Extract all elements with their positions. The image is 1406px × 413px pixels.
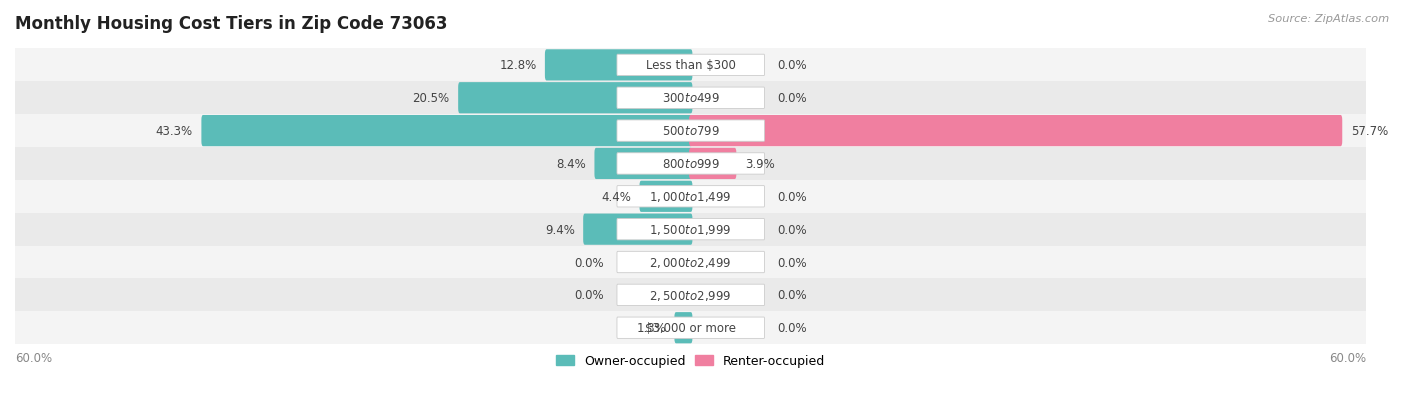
Text: $1,000 to $1,499: $1,000 to $1,499 [650, 190, 733, 204]
Text: 60.0%: 60.0% [1329, 351, 1367, 365]
Bar [15, 213, 1367, 246]
Text: 1.3%: 1.3% [636, 321, 666, 335]
FancyBboxPatch shape [689, 116, 1343, 147]
Text: $1,500 to $1,999: $1,500 to $1,999 [650, 223, 733, 237]
Text: 0.0%: 0.0% [778, 59, 807, 72]
Text: 60.0%: 60.0% [15, 351, 52, 365]
Bar [15, 115, 1367, 148]
FancyBboxPatch shape [617, 252, 765, 273]
FancyBboxPatch shape [617, 186, 765, 207]
Bar [15, 49, 1367, 82]
FancyBboxPatch shape [689, 149, 737, 180]
Text: 4.4%: 4.4% [602, 190, 631, 203]
Text: Less than $300: Less than $300 [645, 59, 735, 72]
Text: 0.0%: 0.0% [778, 190, 807, 203]
Text: 12.8%: 12.8% [499, 59, 537, 72]
Bar [15, 180, 1367, 213]
FancyBboxPatch shape [675, 312, 692, 344]
Text: 0.0%: 0.0% [778, 223, 807, 236]
FancyBboxPatch shape [617, 121, 765, 142]
Bar [15, 148, 1367, 180]
Text: 20.5%: 20.5% [412, 92, 450, 105]
Text: $500 to $799: $500 to $799 [662, 125, 720, 138]
FancyBboxPatch shape [640, 181, 692, 212]
Bar [15, 279, 1367, 311]
Text: 0.0%: 0.0% [778, 321, 807, 335]
Text: 0.0%: 0.0% [778, 256, 807, 269]
FancyBboxPatch shape [595, 149, 692, 180]
FancyBboxPatch shape [617, 153, 765, 175]
FancyBboxPatch shape [617, 317, 765, 339]
FancyBboxPatch shape [617, 88, 765, 109]
Bar [15, 311, 1367, 344]
FancyBboxPatch shape [617, 55, 765, 76]
Bar [15, 82, 1367, 115]
Text: 3.9%: 3.9% [745, 158, 775, 171]
Text: 0.0%: 0.0% [575, 289, 605, 301]
Text: 8.4%: 8.4% [557, 158, 586, 171]
FancyBboxPatch shape [617, 285, 765, 306]
Bar [15, 246, 1367, 279]
Text: 0.0%: 0.0% [575, 256, 605, 269]
Text: $300 to $499: $300 to $499 [662, 92, 720, 105]
Text: Monthly Housing Cost Tiers in Zip Code 73063: Monthly Housing Cost Tiers in Zip Code 7… [15, 15, 447, 33]
Text: $3,000 or more: $3,000 or more [645, 321, 737, 335]
Text: $800 to $999: $800 to $999 [662, 158, 720, 171]
Legend: Owner-occupied, Renter-occupied: Owner-occupied, Renter-occupied [551, 349, 830, 373]
FancyBboxPatch shape [458, 83, 692, 114]
Text: Source: ZipAtlas.com: Source: ZipAtlas.com [1268, 14, 1389, 24]
Text: 0.0%: 0.0% [778, 289, 807, 301]
FancyBboxPatch shape [617, 219, 765, 240]
FancyBboxPatch shape [201, 116, 692, 147]
Text: $2,000 to $2,499: $2,000 to $2,499 [650, 255, 733, 269]
FancyBboxPatch shape [546, 50, 692, 81]
Text: 0.0%: 0.0% [778, 92, 807, 105]
Text: $2,500 to $2,999: $2,500 to $2,999 [650, 288, 733, 302]
Text: 9.4%: 9.4% [546, 223, 575, 236]
Text: 43.3%: 43.3% [156, 125, 193, 138]
FancyBboxPatch shape [583, 214, 692, 245]
Text: 57.7%: 57.7% [1351, 125, 1388, 138]
